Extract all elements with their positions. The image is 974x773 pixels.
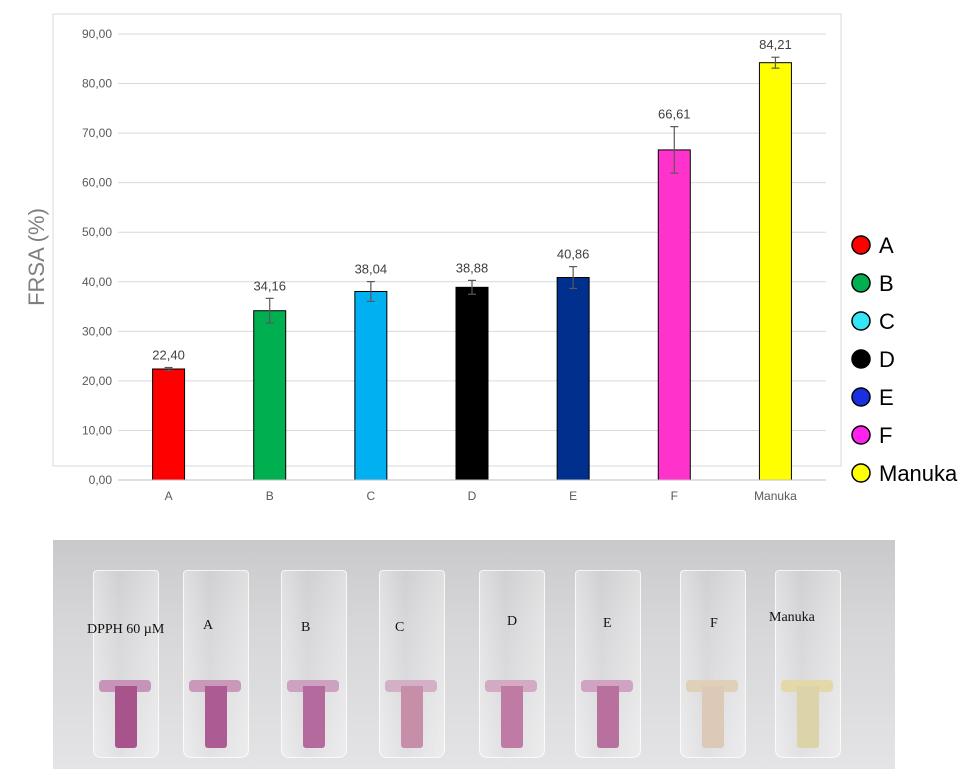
cuvette-label: Manuka: [769, 610, 815, 625]
x-tick-label: Manuka: [754, 489, 797, 503]
legend-label: F: [879, 423, 892, 448]
legend-marker: [851, 311, 871, 331]
cuvette: DPPH 60 µM: [87, 570, 164, 760]
cuvette-solution: [303, 686, 325, 748]
x-tick-label: C: [367, 489, 376, 503]
x-tick-label: F: [671, 489, 678, 503]
legend-label: B: [879, 271, 894, 296]
legend-marker: [851, 387, 871, 407]
data-label: 22,40: [152, 348, 185, 363]
cuvette-label: B: [301, 620, 311, 635]
cuvette-solution: [597, 686, 619, 748]
cuvette: F: [680, 570, 746, 760]
bar: [354, 290, 388, 481]
cuvette-label: C: [395, 620, 405, 635]
cuvette-photo: DPPH 60 µM A B C D E F Manuka: [53, 540, 895, 769]
data-label: 38,88: [456, 260, 489, 275]
x-tick-label: E: [569, 489, 577, 503]
bar: [253, 310, 287, 481]
cuvette: B: [281, 570, 347, 760]
legend-label: D: [879, 347, 895, 372]
cuvette-solution: [797, 686, 819, 748]
bar: [455, 286, 489, 481]
y-tick-label: 30,00: [82, 324, 112, 338]
legend-marker: [851, 463, 871, 483]
y-tick-label: 50,00: [82, 225, 112, 239]
cuvette: E: [575, 570, 641, 760]
legend-label: A: [879, 233, 894, 258]
cuvette: Manuka: [769, 570, 841, 760]
data-label: 34,16: [253, 278, 286, 293]
cuvette: A: [183, 570, 249, 760]
y-tick-label: 0,00: [89, 473, 113, 487]
cuvette-label: E: [603, 616, 612, 631]
cuvette: C: [379, 570, 445, 760]
y-tick-label: 70,00: [82, 126, 112, 140]
bar: [152, 368, 186, 481]
cuvette-solution: [702, 686, 724, 748]
x-tick-label: D: [468, 489, 477, 503]
x-tick-label: A: [165, 489, 173, 503]
chart-area: 0,00 10,00 20,00 30,00 40,00 50,00 60,00 70,00 8…: [24, 13, 958, 503]
y-tick-label: 20,00: [82, 374, 112, 388]
cuvette-solution: [115, 686, 137, 748]
legend-label: Manuka: [879, 461, 958, 486]
x-tick-label: B: [266, 489, 274, 503]
legend-label: C: [879, 309, 895, 334]
y-tick-label: 10,00: [82, 423, 112, 437]
bar: [758, 62, 792, 481]
y-tick-label: 80,00: [82, 77, 112, 91]
data-label: 38,04: [355, 262, 388, 277]
cuvette-label: F: [710, 616, 718, 631]
bar: [657, 149, 691, 481]
bar-chart: 0,00 10,00 20,00 30,00 40,00 50,00 60,00 70,00 8…: [24, 13, 958, 503]
cuvette: D: [479, 570, 545, 760]
cuvette-solution: [501, 686, 523, 748]
bar: [556, 277, 590, 481]
chart-frame: [52, 13, 842, 467]
y-tick-label: 60,00: [82, 176, 112, 190]
data-label: 84,21: [759, 37, 792, 52]
data-label: 66,61: [658, 107, 691, 122]
legend-marker: [851, 349, 871, 369]
cuvette-label: D: [507, 614, 518, 629]
y-axis-title: FRSA (%): [24, 208, 49, 306]
legend-label: E: [879, 385, 894, 410]
y-tick-label: 40,00: [82, 275, 112, 289]
cuvette-solution: [401, 686, 423, 748]
cuvette-label: A: [203, 618, 214, 633]
cuvette-label: DPPH 60 µM: [87, 622, 165, 637]
y-tick-label: 90,00: [82, 27, 112, 41]
legend-marker: [851, 273, 871, 293]
legend-marker: [851, 235, 871, 255]
cuvette-solution: [205, 686, 227, 748]
data-label: 40,86: [557, 247, 590, 262]
legend-marker: [851, 425, 871, 445]
